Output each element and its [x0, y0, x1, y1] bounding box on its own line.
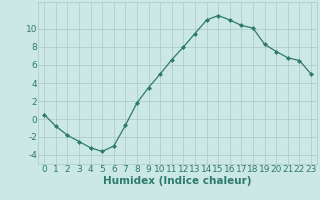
X-axis label: Humidex (Indice chaleur): Humidex (Indice chaleur)	[103, 176, 252, 186]
